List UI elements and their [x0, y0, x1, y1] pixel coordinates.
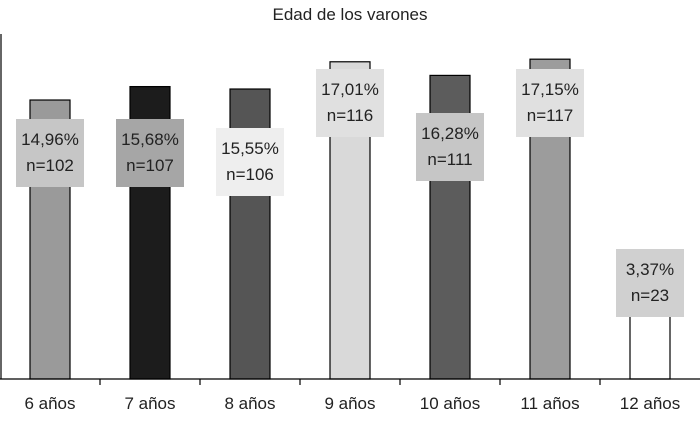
- x-tick-label-2: 7 años: [124, 394, 175, 413]
- data-label-count-3: n=106: [226, 165, 274, 184]
- x-ticks-layer: 6 años 7 años 8 años 9 años 10 años 11 años 12…: [24, 379, 680, 413]
- x-tick-label-6: 11 años: [520, 394, 579, 413]
- data-label-count-7: n=23: [631, 286, 669, 305]
- data-label-box-4: [316, 69, 384, 137]
- data-label-box-2: [116, 119, 184, 187]
- x-tick-label-5: 10 años: [420, 394, 481, 413]
- chart-title: Edad de los varones: [273, 5, 428, 24]
- data-label-percent-4: 17,01%: [321, 80, 379, 99]
- data-label-box-3: [216, 128, 284, 196]
- data-label-count-2: n=107: [126, 156, 174, 175]
- x-tick-label-1: 6 años: [24, 394, 75, 413]
- data-label-percent-1: 14,96%: [21, 130, 79, 149]
- data-label-box-6: [516, 69, 584, 137]
- data-label-percent-2: 15,68%: [121, 130, 179, 149]
- x-tick-label-3: 8 años: [224, 394, 275, 413]
- data-label-count-1: n=102: [26, 156, 74, 175]
- data-labels-layer: 14,96% n=102 15,68% n=107 15,55% n=106 17,01% n…: [16, 69, 684, 317]
- data-label-percent-5: 16,28%: [421, 124, 479, 143]
- x-tick-label-7: 12 años: [620, 394, 681, 413]
- data-label-box-7: [616, 249, 684, 317]
- bar-7: [629, 315, 671, 380]
- data-label-percent-6: 17,15%: [521, 80, 579, 99]
- data-label-percent-7: 3,37%: [626, 260, 674, 279]
- data-label-count-5: n=111: [427, 150, 472, 169]
- data-label-percent-3: 15,55%: [221, 139, 279, 158]
- data-label-count-4: n=116: [327, 106, 373, 125]
- data-label-box-5: [416, 113, 484, 181]
- data-label-count-6: n=117: [527, 106, 573, 125]
- x-tick-label-4: 9 años: [324, 394, 375, 413]
- data-label-box-1: [16, 119, 84, 187]
